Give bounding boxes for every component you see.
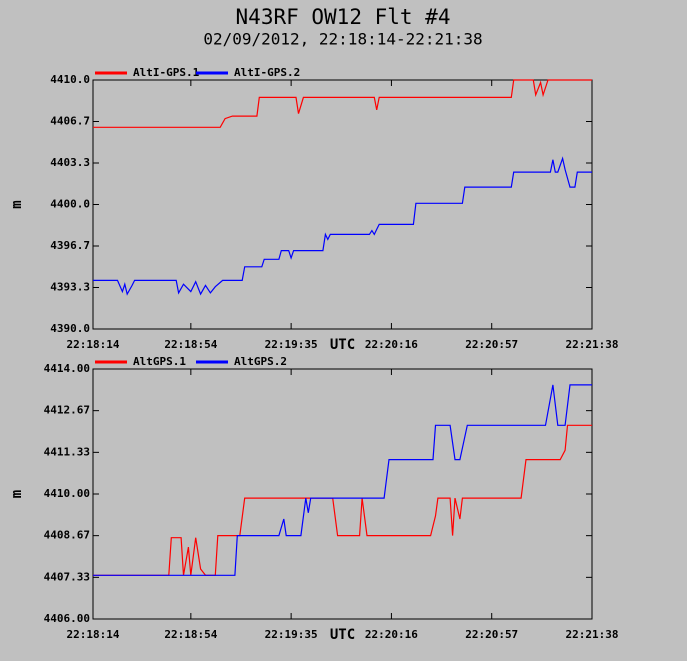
x-tick-label: 22:20:57 [465,338,518,351]
x-axis-label: UTC [330,627,355,643]
y-tick-label: 4414.00 [44,362,90,375]
x-tick-label: 22:19:35 [265,338,318,351]
x-tick-label: 22:18:14 [67,628,120,641]
y-tick-label: 4407.33 [44,570,90,583]
data-line [93,384,592,576]
y-tick-label: 4411.33 [44,445,90,458]
x-tick-label: 22:18:54 [164,628,217,641]
y-tick-label: 4408.67 [44,529,90,542]
y-tick-label: 4406.00 [44,612,90,625]
y-tick-label: 4406.7 [50,114,90,127]
x-tick-label: 22:20:16 [365,628,418,641]
y-axis-label: m [9,490,25,498]
y-tick-label: 4410.00 [44,487,90,500]
y-tick-label: 4400.0 [50,198,90,211]
y-tick-label: 4393.3 [50,281,90,294]
plot-area [92,79,593,330]
y-tick-label: 4410.0 [50,73,90,86]
y-tick-label: 4396.7 [50,239,90,252]
y-tick-label: 4403.3 [50,156,90,169]
data-line [93,156,592,296]
y-tick-label: 4412.67 [44,404,90,417]
plot-area [92,368,593,620]
y-tick-label: 4390.0 [50,322,90,335]
y-axis-label: m [9,200,25,208]
x-tick-label: 22:18:14 [67,338,120,351]
x-tick-label: 22:20:57 [465,628,518,641]
x-tick-label: 22:19:35 [265,628,318,641]
data-line [93,424,592,576]
data-line [93,79,592,128]
x-tick-label: 22:20:16 [365,338,418,351]
x-tick-label: 22:21:38 [566,338,619,351]
page-subtitle: 02/09/2012, 22:18:14-22:21:38 [203,30,482,49]
x-tick-label: 22:18:54 [164,338,217,351]
x-tick-label: 22:21:38 [566,628,619,641]
x-axis-label: UTC [330,337,355,353]
legend-label: AltGPS.1 [133,355,186,368]
page-title: N43RF OW12 Flt #4 [236,5,451,29]
legend-label: AltI-GPS.1 [133,66,200,79]
legend-label: AltI-GPS.2 [234,66,300,79]
legend-label: AltGPS.2 [234,355,287,368]
